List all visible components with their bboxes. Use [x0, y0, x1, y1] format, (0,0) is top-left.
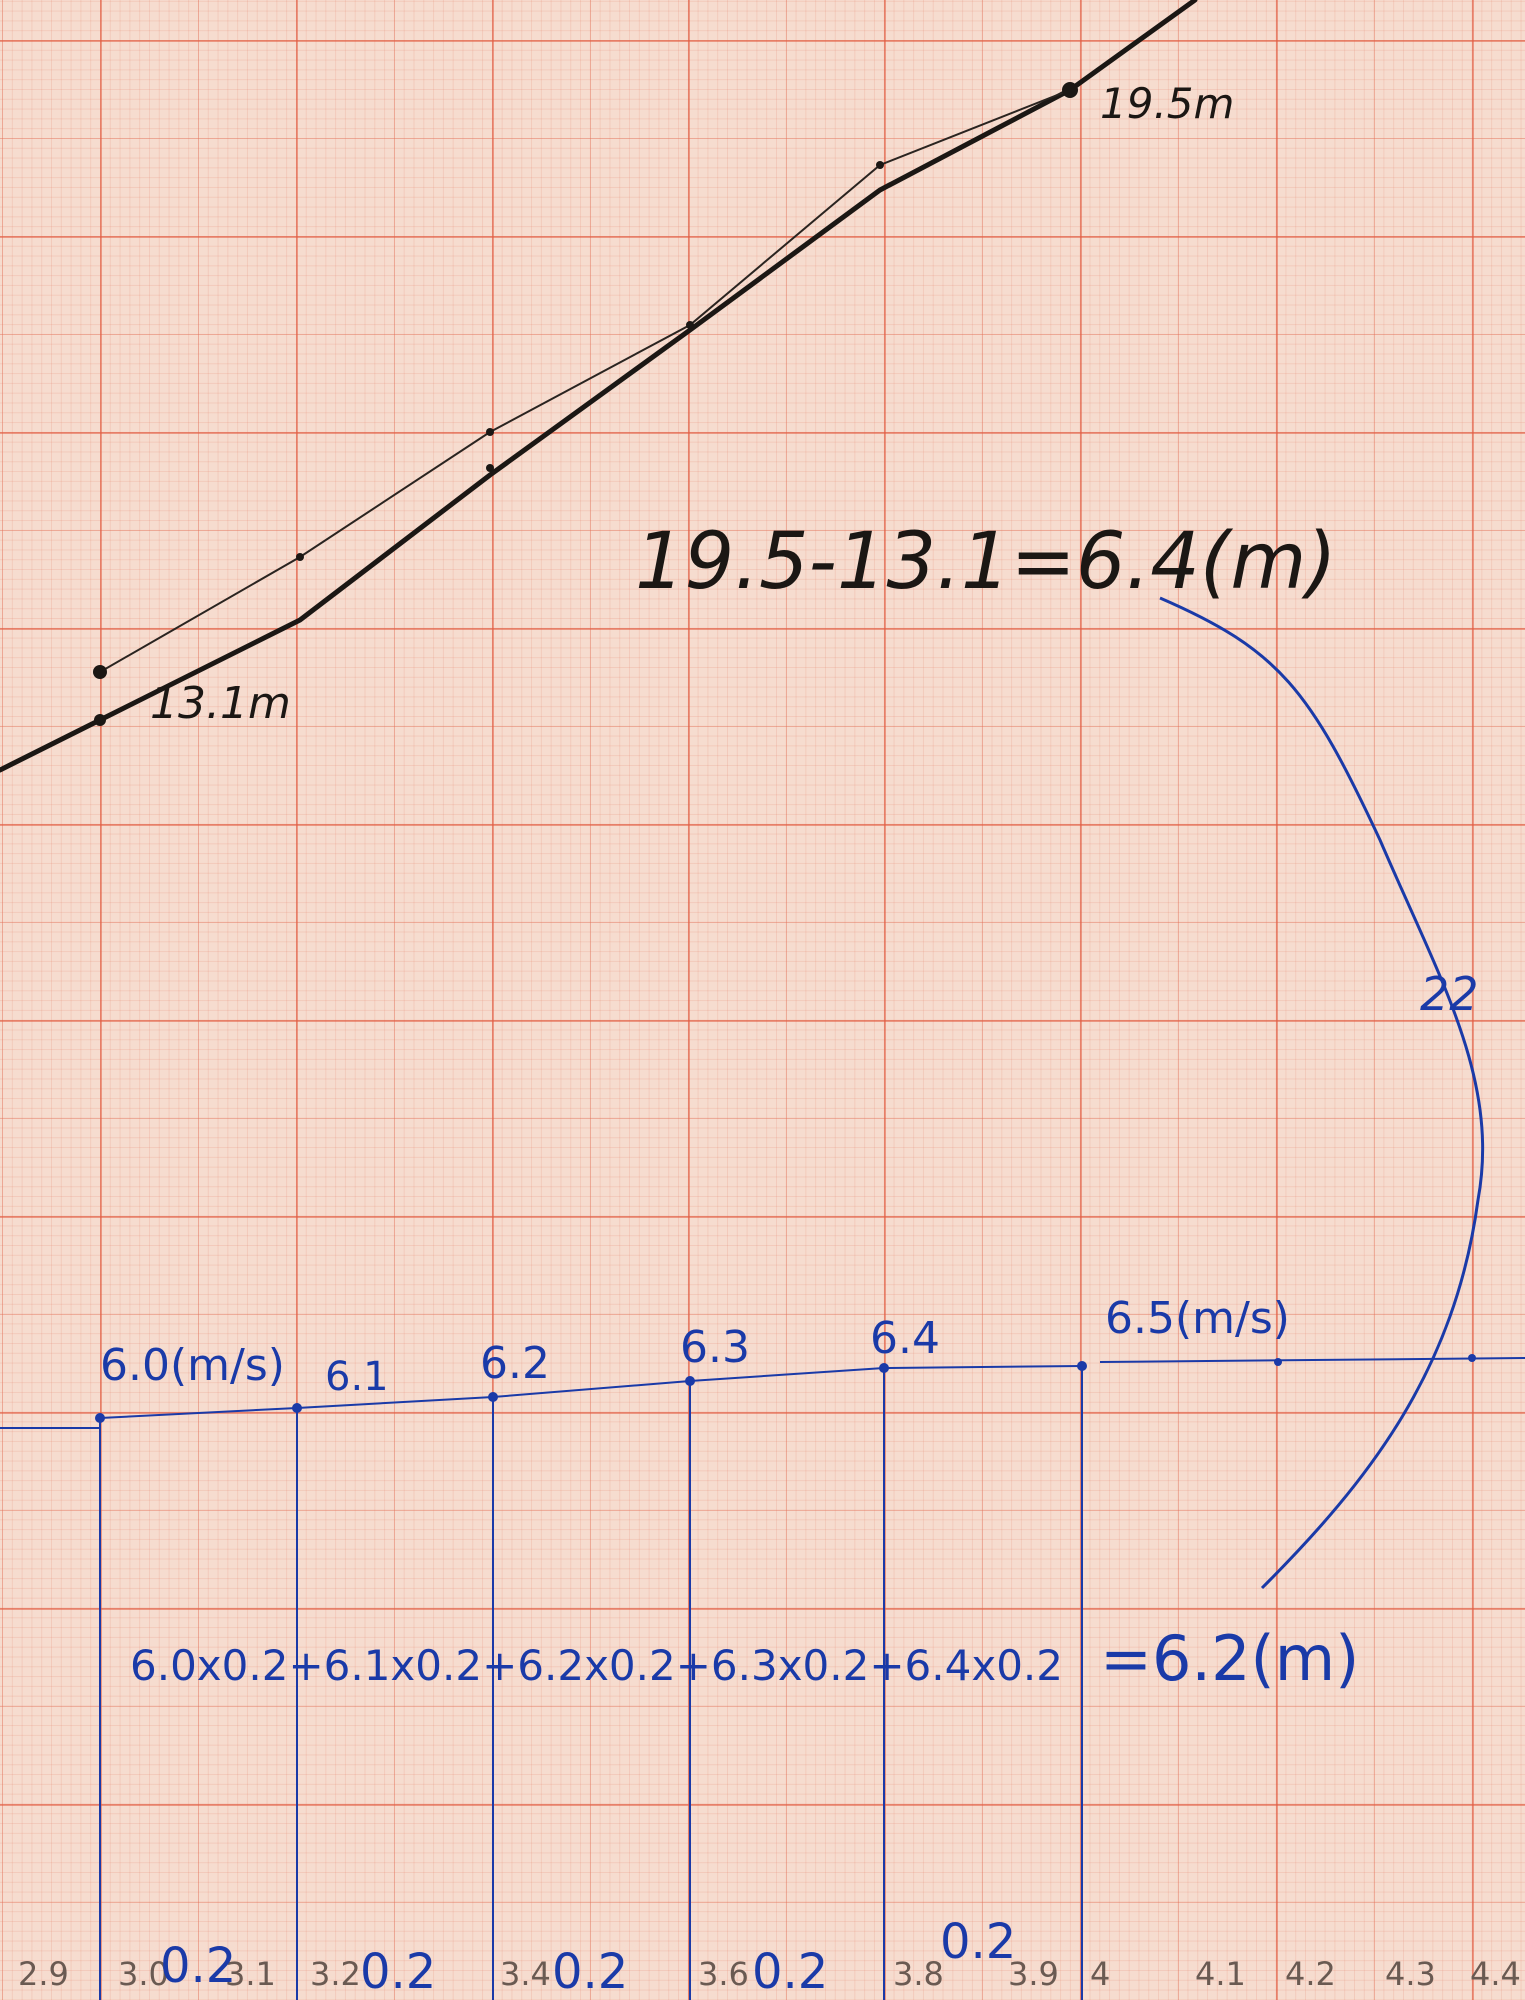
point-start-upper [93, 665, 107, 679]
axis-ticks: 2.9 3.0 3.1 3.2 3.4 3.6 3.8 3.9 4 4.1 4.… [18, 1955, 1521, 1993]
tick-4.1: 4.1 [1195, 1955, 1246, 1993]
tick-4.2: 4.2 [1285, 1955, 1336, 1993]
interval-label-1: 0.2 [360, 1944, 436, 2000]
connector-curve [1159, 596, 1485, 1590]
position-curve-thick [0, 0, 1198, 773]
interval-label-2: 0.2 [552, 1944, 628, 2000]
interval-label-3: 0.2 [752, 1944, 828, 2000]
tick-3.4: 3.4 [500, 1955, 551, 1993]
tick-4.3: 4.3 [1385, 1955, 1436, 1993]
speed-label-4: 6.4 [870, 1313, 940, 1364]
speed-label-2: 6.2 [480, 1338, 550, 1389]
tick-4.4: 4.4 [1470, 1955, 1521, 1993]
position-curve-thin [99, 89, 1071, 673]
tick-4: 4 [1090, 1955, 1110, 1993]
point-thin-5 [876, 161, 884, 169]
rectangle-corners [95, 1354, 1476, 1423]
speed-label-3: 6.3 [680, 1322, 750, 1373]
tick-3.9: 3.9 [1008, 1955, 1059, 1993]
tick-3.6: 3.6 [698, 1955, 749, 1993]
label-end-position: 19.5m [1100, 79, 1234, 128]
tick-3.8: 3.8 [893, 1955, 944, 1993]
displacement-equation: 19.5-13.1=6.4(m) [635, 517, 1337, 607]
sum-equation: 6.0x0.2+6.1x0.2+6.2x0.2+6.3x0.2+6.4x0.2 [130, 1641, 1063, 1690]
tick-3.2: 3.2 [310, 1955, 361, 1993]
interval-label-4: 0.2 [940, 1914, 1016, 1970]
speed-label-0: 6.0(m/s) [100, 1340, 285, 1391]
point-thin-3 [486, 428, 494, 436]
label-start-position: 13.1m [150, 678, 291, 729]
point-end [1062, 82, 1078, 98]
interval-label-0: 0.2 [160, 1938, 236, 1994]
point-thin-2 [296, 553, 304, 561]
interval-labels: 0.2 0.2 0.2 0.2 0.2 [160, 1914, 1016, 2000]
speed-label-1: 6.1 [325, 1354, 389, 1400]
tick-3.1: 3.1 [225, 1955, 276, 1993]
speed-label-5: 6.5(m/s) [1105, 1293, 1290, 1344]
rectangles [0, 1357, 1525, 2000]
tick-2.9: 2.9 [18, 1955, 69, 1993]
curve-mark: 22 [1420, 967, 1479, 1021]
tick-3.0: 3.0 [118, 1955, 169, 1993]
point-start-lower [94, 714, 106, 726]
point-thin-4 [686, 321, 694, 329]
point-thick-3 [486, 464, 494, 472]
sum-result: =6.2(m) [1100, 1622, 1359, 1695]
